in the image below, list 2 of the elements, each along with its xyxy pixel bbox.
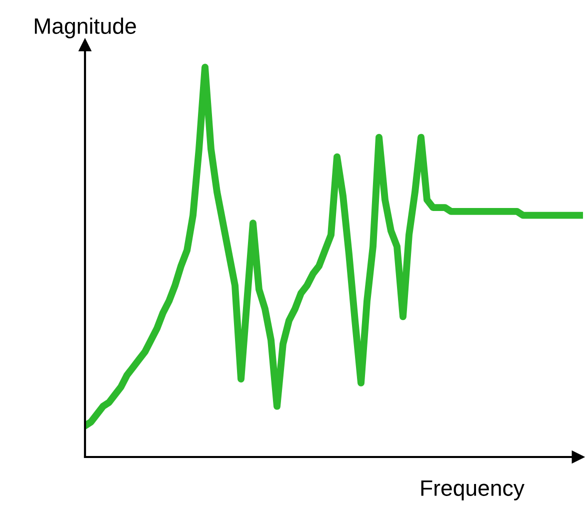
x-axis-title: Frequency bbox=[421, 480, 524, 500]
y-axis-title: Magnitude bbox=[34, 18, 136, 38]
